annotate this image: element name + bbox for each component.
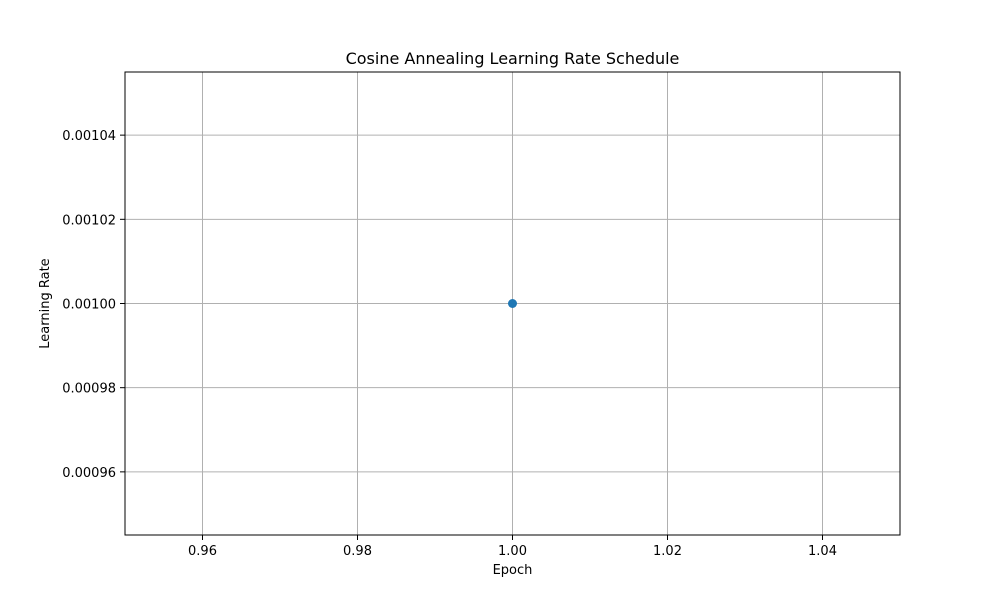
y-tick-label: 0.00102 [62, 213, 116, 228]
x-tick-label: 0.96 [188, 544, 217, 559]
x-tick-label: 1.00 [498, 544, 527, 559]
x-axis-label: Epoch [493, 563, 533, 578]
axis-ticks: 0.96 0.98 1.00 1.02 1.04 0.00096 0.00098 0.0010… [62, 129, 837, 559]
y-tick-label: 0.00096 [62, 466, 116, 481]
data-point [508, 299, 517, 308]
chart-title: Cosine Annealing Learning Rate Schedule [346, 49, 680, 68]
series-layer [508, 299, 517, 308]
x-tick-label: 1.02 [653, 544, 682, 559]
y-tick-label: 0.00098 [62, 382, 116, 397]
x-tick-label: 1.04 [808, 544, 837, 559]
y-tick-label: 0.00100 [62, 298, 116, 313]
y-axis-label: Learning Rate [38, 258, 53, 348]
x-tick-label: 0.98 [343, 544, 372, 559]
grid [125, 72, 900, 535]
y-tick-label: 0.00104 [62, 129, 116, 144]
